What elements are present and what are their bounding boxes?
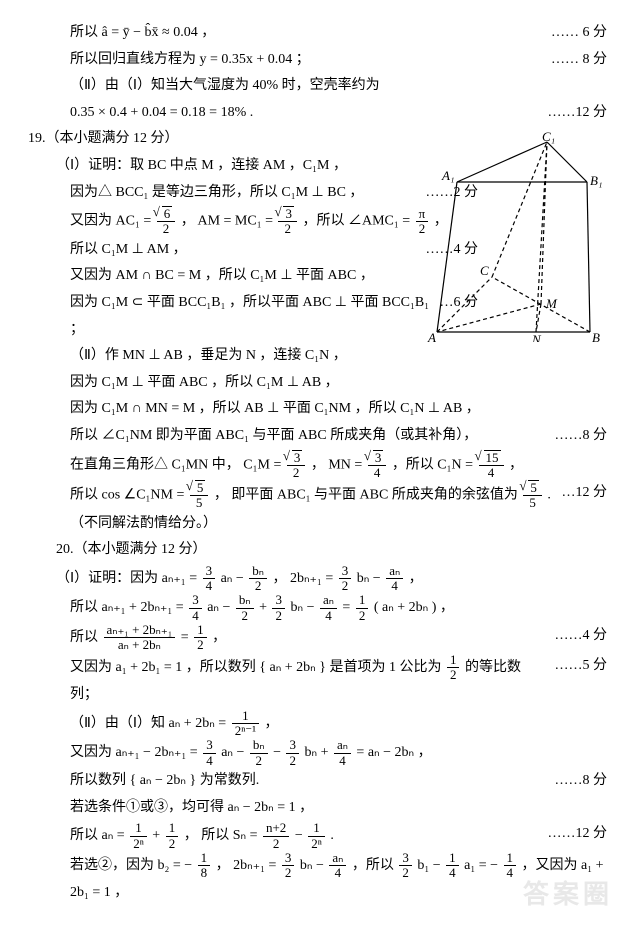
prism-diagram: C₁ A₁ B₁ C A B M N bbox=[422, 132, 607, 353]
text: 又因为 AC₁ = 62 ， AM = MC₁ = 32 ，所以 ∠AMC₁ =… bbox=[28, 206, 478, 237]
text: （Ⅱ）由（Ⅰ）知 aₙ + 2bₙ = 12ⁿ⁻¹ ， bbox=[28, 709, 607, 739]
text: 因为 C₁M ⊥ 平面 ABC ，所以 C₁M ⊥ AB ， bbox=[28, 370, 478, 397]
label-b: B bbox=[592, 330, 600, 342]
score: ……8 分 bbox=[545, 768, 608, 795]
score: ……4 分 bbox=[545, 623, 608, 650]
text: 所以 C₁M ⊥ AM ， bbox=[70, 237, 187, 264]
text: （不同解法酌情给分。） bbox=[28, 511, 607, 538]
score: …12 分 bbox=[552, 480, 608, 507]
text: 又因为 AM ∩ BC = M ，所以 C₁M ⊥ 平面 ABC ， bbox=[28, 263, 478, 290]
text: 因为△ BCC₁ 是等边三角形，所以 C₁M ⊥ BC ， bbox=[70, 180, 363, 207]
score: ……5 分 bbox=[545, 653, 608, 680]
label-n: N bbox=[531, 332, 542, 342]
text: 在直角三角形△ C₁MN 中， C₁M = 32 ， MN = 34 ，所以 C… bbox=[28, 450, 607, 481]
text: 所以 aₙ₊₁ + 2bₙ₊₁ = 34 aₙ − bₙ2 + 32 bₙ − … bbox=[28, 593, 607, 623]
text: 因为 C₁M ⊂ 平面 BCC₁B₁ ，所以平面 ABC ⊥ 平面 BCC₁B₁… bbox=[70, 290, 430, 343]
text: 又因为 a₁ + 2b₁ = 1 ，所以数列 { aₙ + 2bₙ } 是首项为… bbox=[70, 653, 545, 709]
q20-head: 20.（本小题满分 12 分） bbox=[28, 537, 607, 564]
score: ……8 分 bbox=[545, 423, 608, 450]
label-a1: A₁ bbox=[441, 168, 454, 183]
text: 若选条件①或③，均可得 aₙ − 2bₙ = 1 ， bbox=[28, 795, 607, 822]
text: 所以回归直线方程为 y = 0.35x + 0.04 ； bbox=[70, 47, 310, 74]
text: 所以 ∠C₁NM 即为平面 ABC₁ 与平面 ABC 所成夹角（或其补角）， bbox=[70, 423, 477, 450]
text: 若选②，因为 b₂ = − 18 ， 2bₙ₊₁ = 32 bₙ − aₙ4 ，… bbox=[28, 851, 607, 907]
label-c: C bbox=[480, 263, 489, 278]
label-a: A bbox=[427, 330, 436, 342]
text: 所以数列 { aₙ − 2bₙ } 为常数列. bbox=[70, 768, 259, 795]
text: （Ⅰ）证明：取 BC 中点 M ，连接 AM ，C₁M ， bbox=[28, 153, 464, 180]
text: 又因为 aₙ₊₁ − 2bₙ₊₁ = 34 aₙ − bₙ2 − 32 bₙ +… bbox=[28, 738, 607, 768]
text: （Ⅱ）由（Ⅰ）知当大气湿度为 40% 时，空壳率约为 bbox=[28, 73, 607, 100]
label-b1: B₁ bbox=[590, 173, 602, 188]
score: ……12 分 bbox=[538, 100, 608, 127]
text: 所以 â = ȳ − b̂x̄ ≈ 0.04 ， bbox=[70, 20, 215, 47]
label-m: M bbox=[545, 296, 558, 311]
text: 0.35 × 0.4 + 0.04 = 0.18 = 18% . bbox=[70, 100, 253, 127]
text: 因为 C₁M ∩ MN = M ，所以 AB ⊥ 平面 C₁NM ，所以 C₁N… bbox=[28, 396, 607, 423]
score: …… 8 分 bbox=[541, 47, 607, 74]
text: （Ⅰ）证明：因为 aₙ₊₁ = 34 aₙ − bₙ2 ， 2bₙ₊₁ = 32… bbox=[28, 564, 607, 594]
label-c1: C₁ bbox=[542, 132, 555, 144]
text: 所以 aₙ = 12ⁿ + 12 ， 所以 Sₙ = n+22 − 12ⁿ . bbox=[70, 821, 334, 851]
text: 所以 cos ∠C₁NM = 55 ， 即平面 ABC₁ 与平面 ABC 所成夹… bbox=[70, 480, 551, 511]
score: …… 6 分 bbox=[541, 20, 607, 47]
watermark: 答案圈 bbox=[523, 870, 613, 919]
text: （Ⅱ）作 MN ⊥ AB ，垂足为 N ，连接 C₁N ， bbox=[28, 343, 478, 370]
text: 所以 aₙ₊₁ + 2bₙ₊₁aₙ + 2bₙ = 12 ， bbox=[70, 623, 226, 653]
